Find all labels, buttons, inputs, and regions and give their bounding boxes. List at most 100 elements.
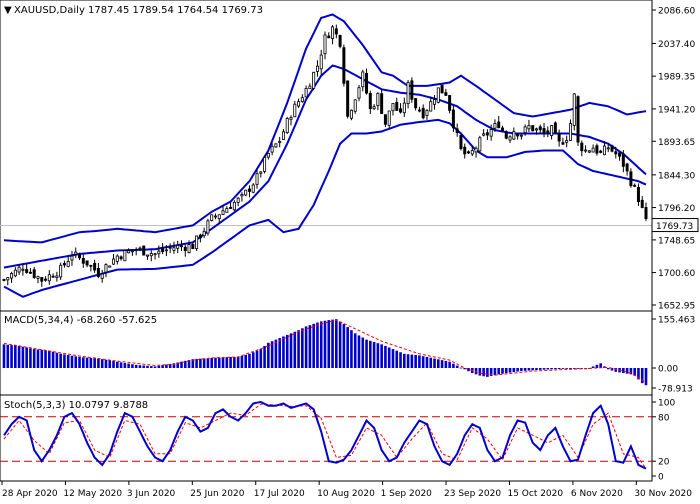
candle-body (640, 199, 644, 208)
macd-histogram-bar (229, 356, 232, 368)
macd-histogram-bar (425, 356, 429, 368)
candle-body (251, 184, 255, 193)
macd-histogram-bar (606, 368, 610, 370)
candle-body (274, 143, 278, 148)
stoch-series (0, 400, 652, 470)
macd-histogram-bar (478, 368, 482, 376)
macd-histogram-bar (527, 368, 531, 371)
price-axis-label: 1700.60 (658, 269, 695, 279)
candle-body (266, 153, 270, 158)
price-axis-label: 1844.30 (658, 171, 695, 181)
candle-body (470, 150, 474, 155)
candle-body (436, 87, 440, 103)
macd-histogram-bar (78, 356, 81, 368)
macd-histogram-bar (463, 368, 467, 370)
macd-histogram-bar (531, 368, 535, 371)
stoch-signal-line (3, 403, 647, 469)
candle-body (78, 254, 82, 259)
macd-histogram-bar (25, 347, 28, 368)
candle-body (236, 197, 240, 203)
macd-histogram-bar (327, 320, 331, 368)
candle-body (240, 194, 244, 197)
candle-body (66, 261, 70, 267)
macd-histogram-bar (115, 361, 119, 368)
macd-histogram-bar (157, 365, 161, 368)
macd-histogram-bar (134, 364, 138, 368)
bollinger-lower-line (3, 118, 647, 298)
macd-histogram-bar (225, 357, 229, 368)
macd-histogram-bar (206, 358, 210, 368)
macd-histogram-bar (569, 368, 572, 370)
candle-body (523, 126, 527, 134)
candle-body (489, 129, 493, 137)
price-axis-label: 1989.35 (658, 73, 695, 83)
macd-histogram-bar (63, 354, 66, 368)
macd-histogram-bar (146, 365, 149, 368)
candle-body (55, 275, 59, 279)
macd-histogram-bar (85, 357, 89, 368)
candle-body (625, 163, 629, 172)
macd-histogram-bar (97, 358, 100, 368)
candle-body (561, 142, 565, 145)
date-axis-label: 3 Jun 2020 (127, 489, 176, 499)
macd-histogram-bar (138, 365, 142, 368)
stoch-panel[interactable] (0, 394, 653, 482)
macd-histogram-bar (493, 368, 497, 376)
macd-histogram-bar (312, 323, 315, 368)
candle-body (467, 151, 471, 154)
macd-histogram-bar (557, 368, 561, 370)
macd-histogram-bar (512, 368, 516, 373)
macd-histogram-bar (387, 347, 391, 368)
candle-body (425, 110, 429, 116)
candle-body (485, 132, 489, 136)
macd-histogram-bar (66, 355, 70, 368)
candle-body (519, 134, 523, 137)
macd-axis-label: 0.00 (658, 365, 678, 375)
macd-histogram-bar (297, 330, 300, 368)
macd-histogram-bar (187, 359, 191, 368)
candle-body (527, 125, 531, 130)
date-axis-label: 6 Nov 2020 (571, 489, 623, 499)
macd-histogram-bar (444, 360, 448, 368)
candle-body (112, 258, 116, 265)
candle-body (176, 245, 180, 249)
chart-header: ▼ XAUUSD,Daily 1787.45 1789.54 1764.54 1… (4, 5, 263, 16)
macd-histogram-bar (301, 328, 304, 368)
macd-histogram-bar (202, 358, 206, 368)
macd-series (2, 319, 648, 386)
macd-histogram-bar (365, 339, 368, 368)
candle-body (10, 273, 14, 279)
macd-histogram-bar (316, 322, 319, 368)
macd-histogram-bar (17, 345, 21, 368)
macd-histogram-bar (221, 357, 225, 368)
macd-histogram-bar (406, 354, 410, 368)
candle-body (334, 28, 338, 35)
candle-body (172, 247, 176, 251)
macd-histogram-bar (418, 355, 421, 368)
macd-histogram-bar (421, 356, 425, 368)
macd-histogram-bar (391, 349, 395, 368)
candle-body (565, 140, 569, 143)
candle-body (508, 136, 512, 141)
macd-histogram-bar (10, 345, 13, 368)
candle-body (119, 256, 123, 260)
candle-body (610, 145, 614, 152)
chart-arrow-icon[interactable]: ▼ (4, 5, 12, 16)
macd-histogram-bar (51, 351, 55, 368)
macd-histogram-bar (486, 368, 489, 377)
candle-body (572, 93, 576, 126)
macd-histogram-bar (259, 349, 263, 368)
macd-histogram-bar (191, 359, 195, 368)
macd-histogram-bar (233, 356, 236, 368)
macd-histogram-bar (429, 357, 433, 368)
candle-body (244, 189, 248, 196)
ohlc-values: 1787.45 1789.54 1764.54 1769.73 (88, 5, 263, 16)
date-axis-label: 25 Jun 2020 (190, 489, 244, 499)
candle-body (17, 266, 21, 273)
candle-body (36, 276, 40, 279)
stoch-axis-label: 20 (658, 458, 670, 468)
macd-histogram-bar (263, 345, 266, 368)
price-axis-label: 2037.40 (658, 40, 695, 50)
